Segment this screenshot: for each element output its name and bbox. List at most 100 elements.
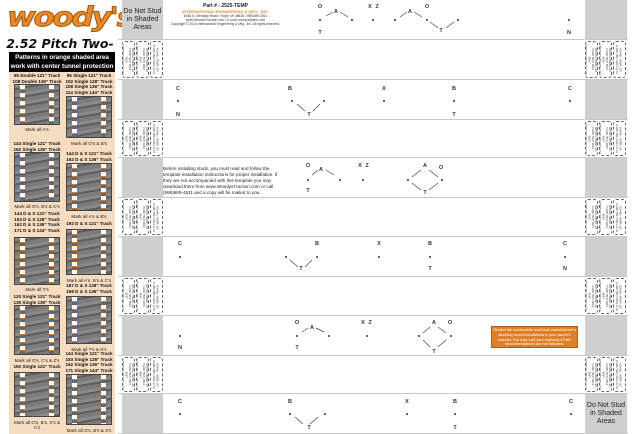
cut-tab[interactable]: CUT FOR USE WITH 20" WIDE TRACK [150,41,163,78]
stud-point [454,413,456,415]
cut-tab-label: CUT FOR USE WITH 20" WIDE TRACK [615,124,623,153]
stud-letter: B [315,241,319,247]
connector-line [445,21,455,29]
track-pattern-image [14,84,60,125]
cut-tab[interactable]: CUT ALONG DASHED LINE FOR USE WITH 15" W… [122,41,135,78]
cut-tabs-left: CUT ALONG DASHED LINE FOR USE WITH 15" W… [122,278,163,314]
cut-tab[interactable]: CUT ALONG DASHED LINE FOR USE WITH 16" W… [599,199,612,235]
stud-letter: A [432,320,436,326]
header-copyright: Copyright © 2010 International Engineeri… [171,22,280,27]
track-size-header: 144 Single 121" Track 153 Single 128" Tr… [65,351,113,373]
stud-point [406,413,408,415]
cut-tab[interactable]: CUT FOR USE WITH 20" WIDE TRACK [150,278,163,314]
stud-pattern-row: C B X B C T T N [118,237,628,277]
cut-tab-row: CUT ALONG DASHED LINE FOR USE WITH 15" W… [118,277,628,316]
stud-letter: N [563,266,567,272]
shaded-no-stud-area: Do Not Stud in Shaded Areas [585,394,627,433]
connector-line [411,169,422,178]
cut-tab[interactable]: CUT FOR USE WITH 20" WIDE TRACK [613,121,626,156]
mark-instruction: Mark all O's, B's & C's [14,204,60,209]
cut-tab[interactable]: CUT ALONG DASHED LINE FOR USE WITH 16" W… [136,357,149,392]
stud-letter: A [334,9,338,15]
stud-pattern-row: Do Not Stud in Shaded Areas C B X B C T T [118,394,628,434]
cut-tab[interactable]: CUT ALONG DASHED LINE FOR USE WITH 15" W… [585,199,598,235]
cut-tab[interactable]: CUT ALONG DASHED LINE FOR USE WITH 15" W… [122,121,135,156]
cut-tab[interactable]: CUT FOR USE WITH 20" WIDE TRACK [613,41,626,78]
do-not-stud-label: Do Not Stud in Shaded Areas [123,7,162,31]
connector-line [437,339,447,348]
cut-tab-row: CUT ALONG DASHED LINE FOR USE WITH 15" W… [118,198,628,237]
cut-tab[interactable]: CUT FOR USE WITH 20" WIDE TRACK [150,199,163,235]
cut-tab-label: CUT ALONG DASHED LINE FOR USE WITH 15" W… [122,280,135,312]
track-size-header: 144 Single 121" Track 162 Single 136" Tr… [13,141,61,152]
cut-tab-label: CUT ALONG DASHED LINE FOR USE WITH 16" W… [136,44,149,75]
stud-letter: N [567,30,571,36]
stud-letter: B [453,399,457,405]
mark-instruction: Mark all T's & N's [71,347,107,352]
cut-tab-label: CUT FOR USE WITH 20" WIDE TRACK [152,45,160,74]
connector-line [294,416,304,425]
stud-point [372,19,374,21]
cut-tab[interactable]: CUT ALONG DASHED LINE FOR USE WITH 16" W… [599,357,612,392]
cut-tab-label: CUT ALONG DASHED LINE FOR USE WITH 15" W… [122,201,135,233]
stud-point [179,413,181,415]
track-pattern-image [66,229,112,275]
connector-lines [294,416,319,425]
cut-tab[interactable]: CUT ALONG DASHED LINE FOR USE WITH 16" W… [136,199,149,235]
stud-pattern-row: O A X Z A O N T T Review the snowmobile and track… [118,316,628,356]
cut-tab-label: CUT FOR USE WITH 20" WIDE TRACK [152,281,160,311]
stud-point [441,179,443,181]
connector-line [289,259,299,268]
stud-letter: B [288,86,292,92]
cut-tab[interactable]: CUT FOR USE WITH 20" WIDE TRACK [150,121,163,156]
stud-letter: X [358,163,362,169]
cut-tab[interactable]: CUT ALONG DASHED LINE FOR USE WITH 16" W… [136,41,149,78]
stud-letter: T [439,28,443,34]
header-part: Part # - 2525-TEMP [202,3,249,9]
stud-letter: O [317,4,323,10]
stud-point [450,335,452,337]
track-pattern-image [66,296,112,344]
connector-line [325,11,334,17]
stud-point [569,100,571,102]
cut-tab[interactable]: CUT FOR USE WITH 20" WIDE TRACK [613,199,626,235]
stud-letter: T [452,112,456,118]
stud-letter: C [178,241,182,247]
cut-tab[interactable]: CUT ALONG DASHED LINE FOR USE WITH 15" W… [122,357,135,392]
stud-point [457,19,459,21]
connector-line [304,259,313,268]
stud-point [291,100,293,102]
shaded-no-stud-area [122,158,163,197]
cut-tab[interactable]: CUT ALONG DASHED LINE FOR USE WITH 16" W… [599,121,612,156]
cut-tab[interactable]: CUT FOR USE WITH 20" WIDE TRACK [150,357,163,392]
cut-tab[interactable]: CUT ALONG DASHED LINE FOR USE WITH 15" W… [585,357,598,392]
cut-tab[interactable]: CUT FOR USE WITH 20" WIDE TRACK [613,278,626,314]
stud-letter: C [178,399,182,405]
cut-tab[interactable]: CUT ALONG DASHED LINE FOR USE WITH 15" W… [585,121,598,156]
cut-tab[interactable]: CUT ALONG DASHED LINE FOR USE WITH 16" W… [599,278,612,314]
stud-point [316,256,318,258]
stud-letter: Z [368,320,372,326]
cut-tab[interactable]: CUT FOR USE WITH 20" WIDE TRACK [613,357,626,392]
cut-tab[interactable]: CUT ALONG DASHED LINE FOR USE WITH 15" W… [585,41,598,78]
cut-tab[interactable]: CUT ALONG DASHED LINE FOR USE WITH 16" W… [599,41,612,78]
track-pattern-image [14,237,60,285]
stud-point [307,179,309,181]
track-pattern-image [66,374,112,425]
track-pattern-image [14,152,60,202]
track-size-header: 187 D & S 128" Track 198 D & S 136" Trac… [66,283,112,294]
connector-line [422,326,431,334]
cut-tab-label: CUT FOR USE WITH 20" WIDE TRACK [615,45,623,74]
cut-tab[interactable]: CUT ALONG DASHED LINE FOR USE WITH 15" W… [122,199,135,235]
cut-tab[interactable]: CUT ALONG DASHED LINE FOR USE WITH 16" W… [136,121,149,156]
cut-tabs-right: CUT ALONG DASHED LINE FOR USE WITH 15" W… [585,121,626,156]
cut-tab-label: CUT FOR USE WITH 20" WIDE TRACK [615,281,623,311]
cut-tab[interactable]: CUT ALONG DASHED LINE FOR USE WITH 16" W… [136,278,149,314]
cut-tab[interactable]: CUT ALONG DASHED LINE FOR USE WITH 15" W… [122,278,135,314]
connector-line [411,182,422,191]
cut-tab[interactable]: CUT ALONG DASHED LINE FOR USE WITH 15" W… [585,278,598,314]
cut-tab-row: CUT ALONG DASHED LINE FOR USE WITH 15" W… [118,40,628,80]
stud-letter: O [305,163,311,169]
track-pattern-image [14,305,60,355]
installation-notice: Before installing studs, you must read a… [163,166,278,195]
